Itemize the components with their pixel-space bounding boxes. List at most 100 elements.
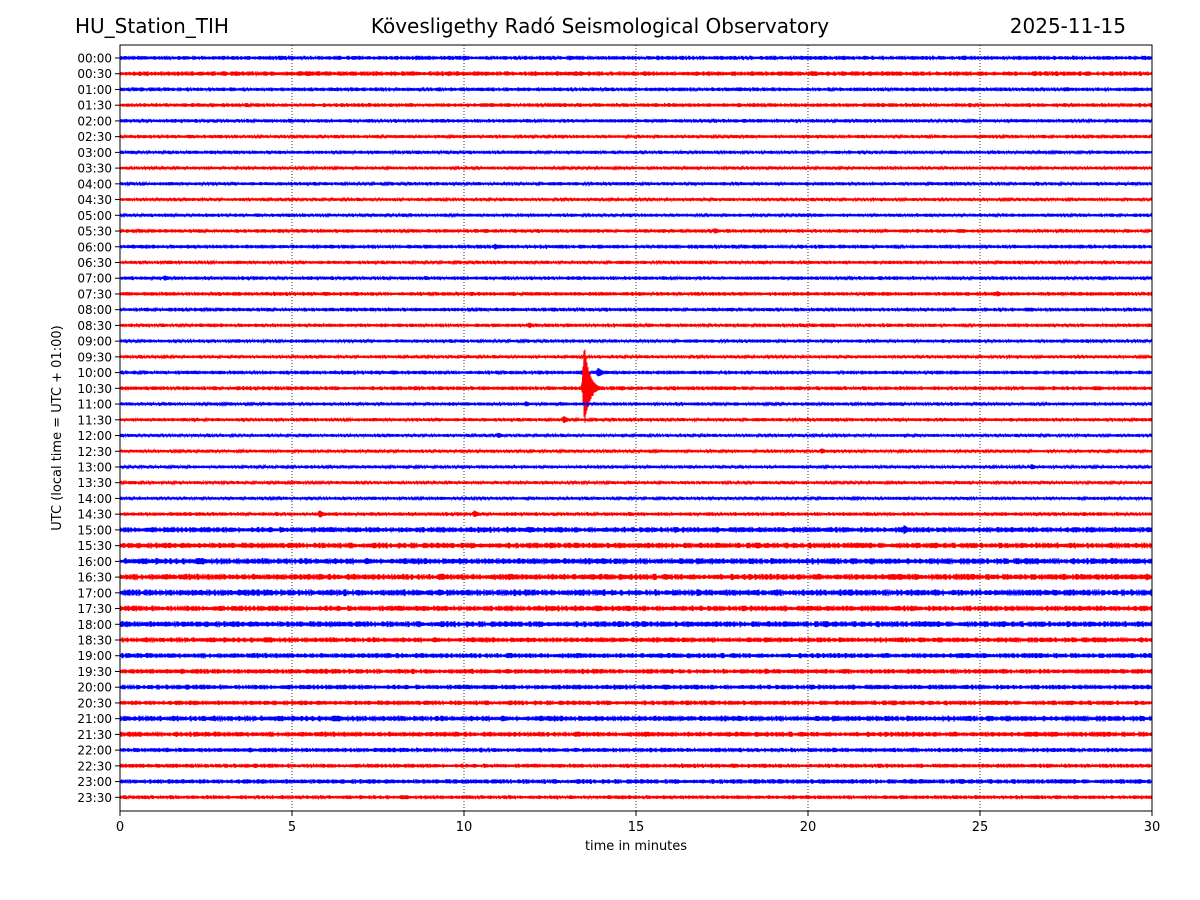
y-tick-label: 07:00 bbox=[77, 272, 112, 286]
observatory-title: Kövesligethy Radó Seismological Observat… bbox=[370, 14, 830, 38]
y-tick-label: 15:30 bbox=[77, 539, 112, 553]
y-tick-label: 08:30 bbox=[77, 319, 112, 333]
trace-0200 bbox=[119, 117, 1153, 124]
trace-0500 bbox=[119, 212, 1153, 219]
y-tick-label: 04:30 bbox=[77, 193, 112, 207]
trace-1600 bbox=[119, 557, 1153, 565]
trace-0730 bbox=[119, 290, 1153, 297]
x-tick-label: 25 bbox=[972, 820, 989, 835]
trace-1830 bbox=[119, 637, 1153, 643]
y-tick-label: 20:00 bbox=[77, 681, 112, 695]
y-tick-label: 13:30 bbox=[77, 476, 112, 490]
trace-1400 bbox=[119, 495, 1153, 502]
trace-1730 bbox=[119, 605, 1153, 612]
y-tick-label: 12:00 bbox=[77, 429, 112, 443]
y-tick-label: 22:30 bbox=[77, 759, 112, 773]
trace-2200 bbox=[119, 747, 1153, 754]
trace-0800 bbox=[119, 306, 1153, 313]
trace-2130 bbox=[119, 731, 1153, 738]
trace-1000 bbox=[119, 367, 1153, 377]
trace-1800 bbox=[119, 620, 1153, 628]
trace-1430 bbox=[119, 510, 1153, 518]
trace-0300 bbox=[119, 149, 1153, 156]
y-tick-label: 14:00 bbox=[77, 492, 112, 506]
trace-1530 bbox=[119, 542, 1153, 549]
x-tick-label: 10 bbox=[456, 820, 473, 835]
x-tick-label: 20 bbox=[800, 820, 817, 835]
trace-2230 bbox=[119, 762, 1153, 769]
y-tick-label: 08:00 bbox=[77, 303, 112, 317]
trace-0400 bbox=[119, 180, 1153, 187]
trace-0100 bbox=[119, 86, 1153, 93]
trace-1230 bbox=[119, 447, 1153, 455]
trace-1330 bbox=[119, 479, 1153, 486]
y-tick-label: 01:30 bbox=[77, 99, 112, 113]
trace-0900 bbox=[119, 337, 1153, 345]
trace-1700 bbox=[119, 589, 1153, 597]
station-name: HU_Station_TIH bbox=[75, 14, 229, 38]
trace-0330 bbox=[119, 164, 1153, 172]
trace-1030 bbox=[119, 349, 1153, 423]
y-tick-label: 10:00 bbox=[77, 366, 112, 380]
grid bbox=[291, 45, 981, 811]
record-date: 2025-11-15 bbox=[1009, 14, 1126, 38]
x-axis: 0 5 10 15 20 25 30 bbox=[116, 811, 1160, 835]
trace-0230 bbox=[119, 133, 1153, 140]
y-tick-label: 02:30 bbox=[77, 130, 112, 144]
trace-0700 bbox=[119, 275, 1153, 282]
x-tick-label: 5 bbox=[288, 820, 296, 835]
y-tick-label: 18:30 bbox=[77, 634, 112, 648]
trace-0530 bbox=[119, 227, 1153, 235]
trace-0830 bbox=[119, 322, 1153, 329]
y-tick-label: 09:00 bbox=[77, 335, 112, 349]
y-tick-label: 12:30 bbox=[77, 445, 112, 459]
y-tick-label: 05:30 bbox=[77, 225, 112, 239]
trace-2300 bbox=[119, 778, 1153, 785]
trace-0130 bbox=[119, 102, 1153, 109]
trace-0930 bbox=[119, 353, 1153, 361]
y-tick-label: 23:00 bbox=[77, 775, 112, 789]
y-tick-label: 01:00 bbox=[77, 83, 112, 97]
y-tick-label: 06:30 bbox=[77, 256, 112, 270]
y-tick-label: 20:30 bbox=[77, 696, 112, 710]
trace-0630 bbox=[119, 259, 1153, 266]
y-tick-label: 15:00 bbox=[77, 523, 112, 537]
y-tick-label: 21:30 bbox=[77, 728, 112, 742]
y-tick-label: 00:00 bbox=[77, 52, 112, 66]
y-axis-label: UTC (local time = UTC + 01:00) bbox=[50, 325, 65, 530]
trace-2330 bbox=[119, 794, 1153, 801]
trace-1130 bbox=[119, 415, 1153, 424]
y-tick-label: 02:00 bbox=[77, 114, 112, 128]
y-tick-label: 19:00 bbox=[77, 649, 112, 663]
y-tick-label: 22:00 bbox=[77, 744, 112, 758]
x-tick-label: 30 bbox=[1144, 820, 1161, 835]
y-tick-label: 18:00 bbox=[77, 618, 112, 632]
y-tick-label: 16:00 bbox=[77, 555, 112, 569]
y-tick-label: 17:30 bbox=[77, 602, 112, 616]
y-tick-label: 10:30 bbox=[77, 382, 112, 396]
y-tick-label: 13:00 bbox=[77, 460, 112, 474]
trace-1300 bbox=[119, 463, 1153, 471]
y-tick-label: 03:30 bbox=[77, 162, 112, 176]
trace-2100 bbox=[119, 715, 1153, 722]
y-tick-label: 21:00 bbox=[77, 712, 112, 726]
y-tick-label: 14:30 bbox=[77, 508, 112, 522]
x-axis-label: time in minutes bbox=[585, 839, 687, 854]
y-tick-label: 09:30 bbox=[77, 350, 112, 364]
trace-1900 bbox=[119, 652, 1153, 659]
y-tick-label: 05:00 bbox=[77, 209, 112, 223]
x-tick-label: 0 bbox=[116, 820, 124, 835]
trace-1930 bbox=[119, 668, 1153, 675]
y-tick-label: 06:00 bbox=[77, 240, 112, 254]
trace-2000 bbox=[119, 684, 1153, 690]
x-tick-label: 15 bbox=[628, 820, 645, 835]
trace-1630 bbox=[119, 573, 1153, 581]
trace-0030 bbox=[119, 70, 1153, 77]
y-tick-label: 07:30 bbox=[77, 287, 112, 301]
y-tick-label: 04:00 bbox=[77, 177, 112, 191]
trace-1100 bbox=[119, 400, 1153, 408]
seismogram-traces bbox=[119, 54, 1153, 801]
y-tick-label: 11:00 bbox=[77, 398, 112, 412]
